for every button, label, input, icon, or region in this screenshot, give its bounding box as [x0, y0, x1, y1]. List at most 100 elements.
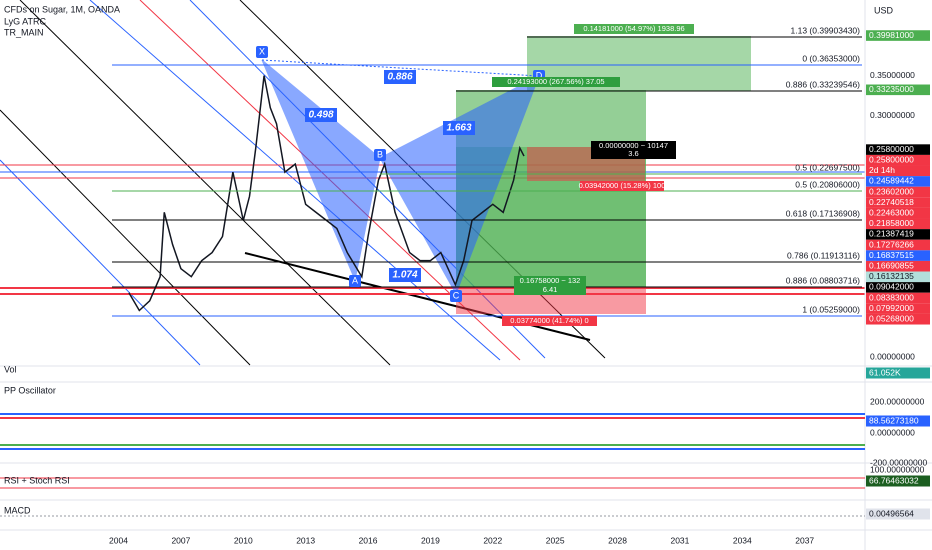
pane-value-box: [866, 367, 930, 379]
price-label-box: [866, 303, 930, 314]
price-label: 0.24589442: [869, 176, 914, 186]
price-label-box: [866, 250, 930, 261]
position-label: 0.03774000 (41.74%) 0: [510, 316, 588, 325]
oscillator-refs: [0, 413, 865, 517]
x-tick-label: 2004: [109, 535, 128, 545]
position-box: [492, 77, 620, 87]
position-label: 0.00000000 ~ 10147: [599, 141, 668, 150]
price-label: 0.39981000: [869, 30, 914, 40]
price-label: 0.21858000: [869, 218, 914, 228]
fib-label: 0.886 (0.33239546): [786, 79, 860, 89]
pane-title: PP Oscillator: [4, 385, 56, 395]
price-label-box: [866, 176, 930, 187]
position-box: [591, 149, 676, 159]
fib-label: 0.5 (0.20806000): [795, 179, 860, 189]
price-label-box: [866, 154, 930, 166]
price-label-box: [866, 186, 930, 198]
price-line: [128, 75, 525, 312]
ratio-box: [389, 268, 421, 282]
price-label: 0.25800000: [869, 144, 914, 154]
price-label-box: [866, 271, 930, 283]
x-tick-label: 2010: [234, 535, 253, 545]
indicator: TR_MAIN: [4, 27, 44, 37]
ratio-box: [384, 70, 416, 84]
fib-label: 0.5 (0.22697500): [795, 162, 860, 172]
indicator: LyG ATRC: [4, 16, 47, 26]
pane-value: 61.052K: [869, 367, 901, 377]
y-tick-label: 0.00000000: [870, 351, 915, 361]
pane-title: MACD: [4, 505, 31, 515]
price-label: 0.16132135: [869, 271, 914, 281]
pattern-point-box: [450, 290, 462, 302]
position-label: 6.41: [543, 285, 558, 294]
x-tick-label: 2028: [608, 535, 627, 545]
fib-label: 0.618 (0.17136908): [786, 208, 860, 218]
x-tick-label: 2025: [546, 535, 565, 545]
pane-value-box: [866, 475, 930, 487]
position-label: 0.24193000 (267.56%) 37.05: [507, 77, 604, 86]
fib-label: 1 (0.05259000): [802, 304, 860, 314]
price-label-box: [866, 207, 930, 219]
price-label-box: [866, 30, 930, 41]
x-tick-label: 2019: [421, 535, 440, 545]
price-label: 0.07992000: [869, 303, 914, 313]
pane-title: RSI + Stoch RSI: [4, 475, 70, 485]
fib-label: 0.886 (0.08803716): [786, 275, 860, 285]
price-label: 0.05268000: [869, 313, 914, 323]
position-box: [580, 181, 664, 191]
price-label: 0.33235000: [869, 84, 914, 94]
price-label: 0.16837515: [869, 250, 914, 260]
countdown-box: [866, 165, 930, 177]
price-label: 0.08383000: [869, 292, 914, 302]
pattern-point: B: [377, 149, 383, 159]
pattern-point: A: [352, 275, 358, 285]
position-label: 0.14181000 (54.97%) 1938.96: [583, 24, 684, 33]
ratio-label: 0.886: [387, 72, 412, 83]
x-tick-label: 2022: [483, 535, 502, 545]
position-box: [574, 24, 694, 34]
x-tick-label: 2016: [359, 535, 378, 545]
fib-label: 1.13 (0.39903430): [791, 25, 861, 35]
x-tick-label: 2031: [670, 535, 689, 545]
chart-title: CFDs on Sugar, 1M, OANDA: [4, 4, 120, 14]
pattern-point-box: [256, 46, 268, 58]
pattern-point: X: [259, 46, 265, 56]
pane-value-box: [866, 508, 930, 520]
position-box: [502, 316, 597, 326]
price-label: 0.25800000: [869, 154, 914, 164]
price-label-box: [866, 282, 930, 293]
trade-boxes: [456, 36, 751, 314]
pattern-point: C: [453, 290, 460, 300]
pane-tick: -200.00000000: [870, 457, 927, 467]
pattern-point-box: [349, 275, 361, 287]
position-label: 0.16758000 ~ 132: [520, 276, 581, 285]
fib-label: 0 (0.36353000): [802, 53, 860, 63]
pane-title: Vol: [4, 364, 17, 374]
position-label: 3.6: [628, 149, 638, 158]
pattern-point: D: [536, 70, 543, 80]
x-tick-label: 2034: [733, 535, 752, 545]
price-label-box: [866, 239, 930, 251]
price-label-box: [866, 197, 930, 208]
countdown: 2d 14h: [869, 165, 895, 175]
pane-tick: 0.00000000: [870, 427, 915, 437]
x-tick-label: 2037: [795, 535, 814, 545]
y-tick-label: 0.30000000: [870, 110, 915, 120]
price-label-box: [866, 144, 930, 155]
price-label: 0.21387419: [869, 229, 914, 239]
price-label-box: [866, 292, 930, 304]
position-box: [514, 276, 586, 286]
price-label: 0.09042000: [869, 282, 914, 292]
position-box: [514, 285, 586, 295]
ratio-label: 1.663: [446, 123, 471, 134]
pane-value-box: [866, 415, 930, 427]
price-label: 0.22463000: [869, 207, 914, 217]
ratio-box: [443, 121, 475, 135]
pane-value: 0.00496564: [869, 508, 914, 518]
price-label-box: [866, 260, 930, 272]
price-label: 0.16690855: [869, 260, 914, 270]
ratio-label: 1.074: [392, 270, 417, 281]
pane-value: 88.56273180: [869, 415, 919, 425]
price-label: 0.17276266: [869, 239, 914, 249]
